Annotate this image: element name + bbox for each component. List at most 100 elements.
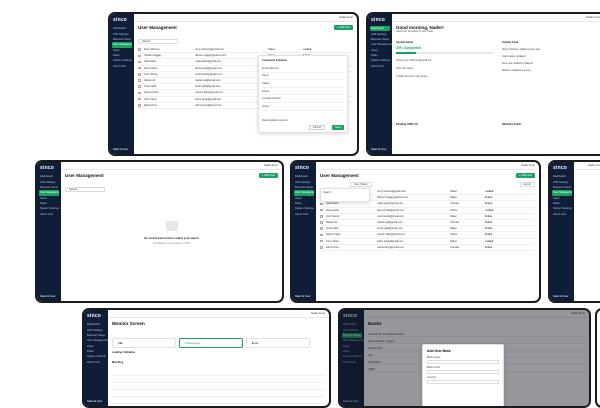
logo: sinco xyxy=(553,165,568,171)
main: User Management + Add User User Status Expo… xyxy=(320,173,535,298)
role-cell: Admin xyxy=(450,208,458,212)
checkbox xyxy=(320,233,323,237)
checkbox xyxy=(138,91,141,95)
email-cell: ramy.mohsen@gmail.com xyxy=(195,48,224,52)
user-name-cell: Yasmin Fathy xyxy=(143,91,159,95)
columns-panel: Customize Columns Email Address Name Status… xyxy=(258,55,348,133)
table: Ramy Mohsenramy.mohsen@gmail.comMakerLoc… xyxy=(320,189,535,251)
main xyxy=(578,173,600,298)
empty-message: No results were found to match your sear… xyxy=(144,237,199,240)
nav-item: Admin Tool xyxy=(295,212,308,216)
grid-row xyxy=(112,378,325,383)
field-label: Bank Code xyxy=(427,366,440,369)
logo: sinco xyxy=(40,165,55,171)
nav-item: ATM Settings xyxy=(87,328,103,332)
table-row: Salma Hany salma.hany@gmail.com Checker Act… xyxy=(320,245,535,251)
field-label: Bank Name xyxy=(427,356,441,359)
email-cell: omar.nabil@gmail.com xyxy=(377,227,403,231)
nav-item: Dashboard xyxy=(87,323,100,327)
feed-title: Activity Feed xyxy=(502,41,519,44)
nav-item: Admin Tool xyxy=(371,64,384,68)
screen-card: sinco Dashboard ATM Settings Business Setup… xyxy=(290,160,541,303)
add-user-button: + Add User xyxy=(259,173,278,178)
checkbox xyxy=(138,73,141,76)
nav-item: Admin Tool xyxy=(87,360,100,364)
sidebar: sinco Dashboard ATM Settings Business Setup… xyxy=(368,14,392,154)
user-name-cell: Salma Hany xyxy=(143,103,158,107)
status-cell: Active xyxy=(484,233,493,237)
feed-item: Ramy Mohsen added a new user xyxy=(502,48,541,51)
status-cell: Locked xyxy=(484,208,494,212)
grid-row xyxy=(112,385,325,390)
table-row: Noor Hamdy noor.hamdy@gmail.com Maker Activ… xyxy=(320,214,535,220)
feed-item: New user added to Makers xyxy=(502,62,534,65)
nav-item: Users xyxy=(295,196,302,200)
table-row: Karim Tarek karim.tarek@gmail.com Maker Loc… xyxy=(320,239,535,245)
footer-user: Nader Al Amer xyxy=(295,295,311,298)
checkbox xyxy=(138,66,141,70)
top-bar: Nader Amer xyxy=(364,310,589,318)
nav-item: Dashboard xyxy=(295,175,308,179)
user-name-cell: Noor Hamdy xyxy=(325,214,340,218)
status-chip: Processing... xyxy=(178,338,243,348)
export: Export xyxy=(519,182,535,187)
email-cell: mariam.ali@gmail.com xyxy=(195,79,221,83)
logo: sinco xyxy=(343,313,358,319)
email-cell: salma.hany@gmail.com xyxy=(195,103,222,107)
role-cell: Checker xyxy=(450,221,460,225)
user-name-cell: Ahmed Adel xyxy=(325,208,339,212)
screen-card: sinco Dashboard ATM Settings Business Setup… xyxy=(366,12,600,156)
nav-item: Roles xyxy=(553,202,560,206)
add-user-button: + Add User xyxy=(516,173,535,178)
setup-block: System Setup 20% Completed Setup your ATM … xyxy=(396,41,494,78)
pending-title: Pending ATMs (3) xyxy=(396,123,418,126)
nav-item: Roles xyxy=(113,54,120,58)
footer-user: Nader Al Amer xyxy=(553,295,569,298)
main: Monitor Screen Idle Processing... Error Load… xyxy=(112,321,325,404)
nav-item: Roles xyxy=(87,350,94,354)
table-row: Mariam Ali mariam.ali@gmail.com Checker Act… xyxy=(320,220,535,227)
monitor-row: Matching xyxy=(112,361,124,364)
nav-item: ATM Settings xyxy=(553,180,569,184)
top-bar: Nader Amer xyxy=(61,162,282,170)
status-cell: Locked xyxy=(302,48,312,52)
nav-item: Roles xyxy=(371,54,378,58)
role-cell: Maker xyxy=(450,227,458,231)
nav-item: Business Setup xyxy=(553,185,572,189)
checkbox xyxy=(320,246,323,249)
email-cell: nada.saleh@gmail.com xyxy=(195,60,222,64)
column-option: Status xyxy=(262,80,344,88)
user-name: Nader Amer xyxy=(588,164,600,167)
checkbox xyxy=(320,239,323,243)
user-name-cell: Noor Hamdy xyxy=(143,72,158,76)
checkbox xyxy=(138,60,141,64)
nav-item: ATM Settings xyxy=(113,32,129,36)
page-title: Banks xyxy=(368,321,382,326)
email-cell: hisham.raggay@yahoo.com xyxy=(195,54,227,58)
email-cell: yasmin.fathy@gmail.com xyxy=(377,233,406,237)
nav-item: Dashboard xyxy=(113,27,126,31)
column-option: Email Address xyxy=(262,65,344,73)
bank-row: Arab African International Bank xyxy=(368,333,585,337)
modal: Add New Bank Bank Name Bank Code Country xyxy=(422,344,504,406)
sidebar: sinco Dashboard ATM Settings Business Setup… xyxy=(292,162,316,301)
bank-row: National Bank of Egypt xyxy=(368,340,585,344)
nav-item: ATM Settings xyxy=(371,32,387,36)
email-cell: mariam.ali@gmail.com xyxy=(377,221,403,225)
watch-title: Watchlist Cards xyxy=(502,123,522,126)
setup-title: System Setup xyxy=(396,41,414,44)
nav-item: Business Setup xyxy=(295,185,314,189)
nav-item: Users xyxy=(553,196,560,200)
status-cell: Locked xyxy=(484,190,494,194)
cancel-button: Cancel xyxy=(308,125,325,130)
nav-item: ATM Settings xyxy=(343,328,359,332)
table-row: Yasmin Fathy yasmin.fathy@gmail.com Admin A… xyxy=(320,232,535,239)
role-cell: Maker xyxy=(450,239,458,243)
top-bar: Nader Amer xyxy=(316,162,539,170)
search-dropdown: Search xyxy=(320,188,370,202)
greeting-sub: Here's an overview of your tools xyxy=(396,30,433,33)
checkbox xyxy=(138,104,141,107)
checkbox xyxy=(138,48,141,51)
field-input xyxy=(427,380,499,384)
nav-item: Business Setup xyxy=(371,37,390,41)
